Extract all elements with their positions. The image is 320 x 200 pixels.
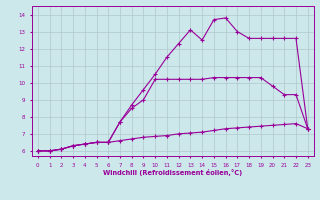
X-axis label: Windchill (Refroidissement éolien,°C): Windchill (Refroidissement éolien,°C) (103, 169, 243, 176)
